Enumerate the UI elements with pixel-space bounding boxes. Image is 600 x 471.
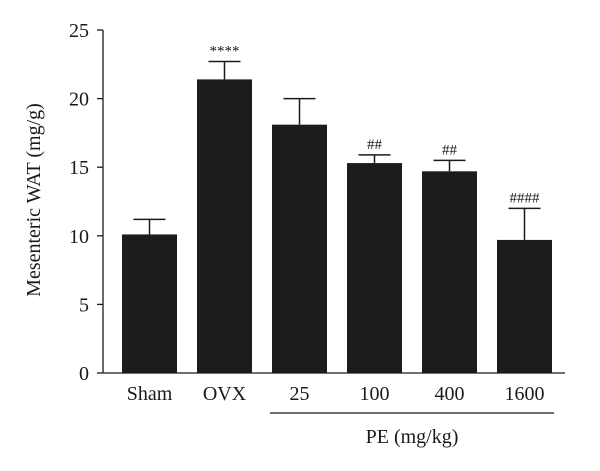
y-tick-label: 25 bbox=[69, 20, 89, 42]
x-tick-label: OVX bbox=[203, 383, 247, 405]
y-tick-label: 0 bbox=[79, 363, 89, 385]
bars: ****## ###### bbox=[122, 44, 552, 373]
significance-label: #### bbox=[510, 190, 541, 206]
x-tick-label: 100 bbox=[360, 383, 390, 405]
bar-100 bbox=[347, 163, 402, 373]
bar-OVX bbox=[197, 79, 252, 373]
y-axis-title: Mesenteric WAT (mg/g) bbox=[23, 103, 45, 297]
bar-Sham bbox=[122, 234, 177, 373]
y-tick-label: 20 bbox=[69, 89, 89, 111]
x-tick-label: 1600 bbox=[505, 383, 545, 405]
y-axis: 0 5 10 15 20 25 bbox=[69, 20, 104, 385]
x-tick-label: 25 bbox=[290, 383, 310, 405]
x-tick-label: 400 bbox=[435, 383, 465, 405]
x-tick-label: Sham bbox=[127, 383, 173, 405]
bar-25 bbox=[272, 124, 327, 373]
y-tick-label: 15 bbox=[69, 157, 89, 179]
group-label: PE (mg/kg) bbox=[366, 426, 459, 448]
y-tick-label: 10 bbox=[69, 226, 89, 248]
bar-1600 bbox=[497, 239, 552, 373]
y-tick-label: 5 bbox=[79, 294, 89, 316]
x-axis: Sham OVX 25 100 400 1600 bbox=[103, 372, 565, 405]
significance-label: ## bbox=[442, 142, 458, 158]
bar-400 bbox=[422, 171, 477, 373]
significance-label: **** bbox=[210, 44, 240, 60]
significance-label: ## bbox=[367, 137, 383, 153]
